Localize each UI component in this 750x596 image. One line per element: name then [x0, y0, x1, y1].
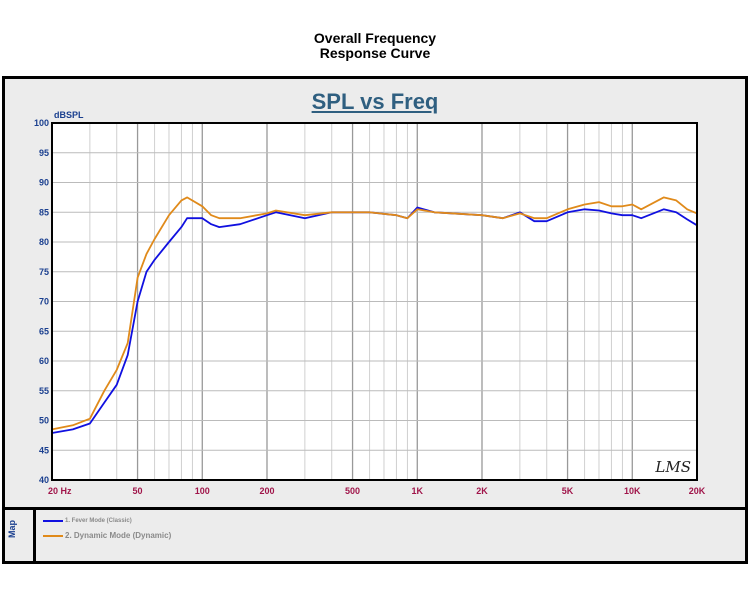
series-line-2 [51, 196, 698, 431]
y-tick-label: 75 [39, 267, 49, 277]
x-tick-label: 5K [562, 486, 574, 496]
y-tick-label: 70 [39, 297, 49, 307]
legend-label-2: 2. Dynamic Mode (Dynamic) [65, 531, 172, 540]
header-line-2: Response Curve [319, 45, 431, 61]
x-tick-label: 50 [133, 486, 143, 496]
y-tick-label: 50 [39, 416, 49, 426]
x-tick-label: 2K [476, 486, 488, 496]
x-tick-label: 20K [689, 486, 706, 496]
chart-title: SPL vs Freq [311, 89, 439, 114]
legend-swatch-2 [43, 534, 63, 537]
page-header: Overall Frequency Response Curve [0, 31, 750, 61]
y-tick-label: 60 [39, 356, 49, 366]
plot-svg: 40 45 50 55 60 65 70 75 80 85 90 95 100 20 Hz 50 100 200… [34, 110, 706, 496]
y-tick-label: 65 [39, 326, 49, 336]
header-line-1: Overall Frequency [313, 30, 437, 46]
map-tab[interactable]: Map [5, 510, 36, 561]
legend-panel: Map 1. Fever Mode (Classic) 2. Dynamic M… [5, 510, 745, 561]
lms-watermark: LMS [654, 458, 691, 476]
y-tick-label: 100 [34, 118, 49, 128]
y-axis-label: dBSPL [54, 110, 84, 120]
y-tick-label: 55 [39, 386, 49, 396]
x-tick-label: 1K [412, 486, 424, 496]
y-tick-label: 40 [39, 475, 49, 485]
y-tick-label: 95 [39, 148, 49, 158]
x-tick-label: 100 [195, 486, 210, 496]
x-tick-label: 200 [259, 486, 274, 496]
legend-item-2[interactable]: 2. Dynamic Mode (Dynamic) [43, 531, 171, 540]
x-tick-label: 500 [345, 486, 360, 496]
legend-swatch-1 [43, 520, 63, 522]
y-tick-label: 45 [39, 445, 49, 455]
plot-border [51, 122, 698, 481]
map-label: Map [7, 520, 17, 538]
x-tick-label: 20 Hz [48, 486, 72, 496]
y-tick-label: 80 [39, 237, 49, 247]
plot-panel: SPL vs Freq 40 45 50 55 60 65 70 75 80 85 90 95 100 2… [5, 79, 745, 510]
y-tick-label: 85 [39, 207, 49, 217]
x-tick-label: 10K [624, 486, 641, 496]
y-tick-label: 90 [39, 178, 49, 188]
legend-label-1: 1. Fever Mode (Classic) [65, 518, 132, 524]
chart-frame: SPL vs Freq 40 45 50 55 60 65 70 75 80 85 90 95 100 2… [2, 76, 748, 564]
legend-item-1[interactable]: 1. Fever Mode (Classic) [43, 518, 132, 524]
